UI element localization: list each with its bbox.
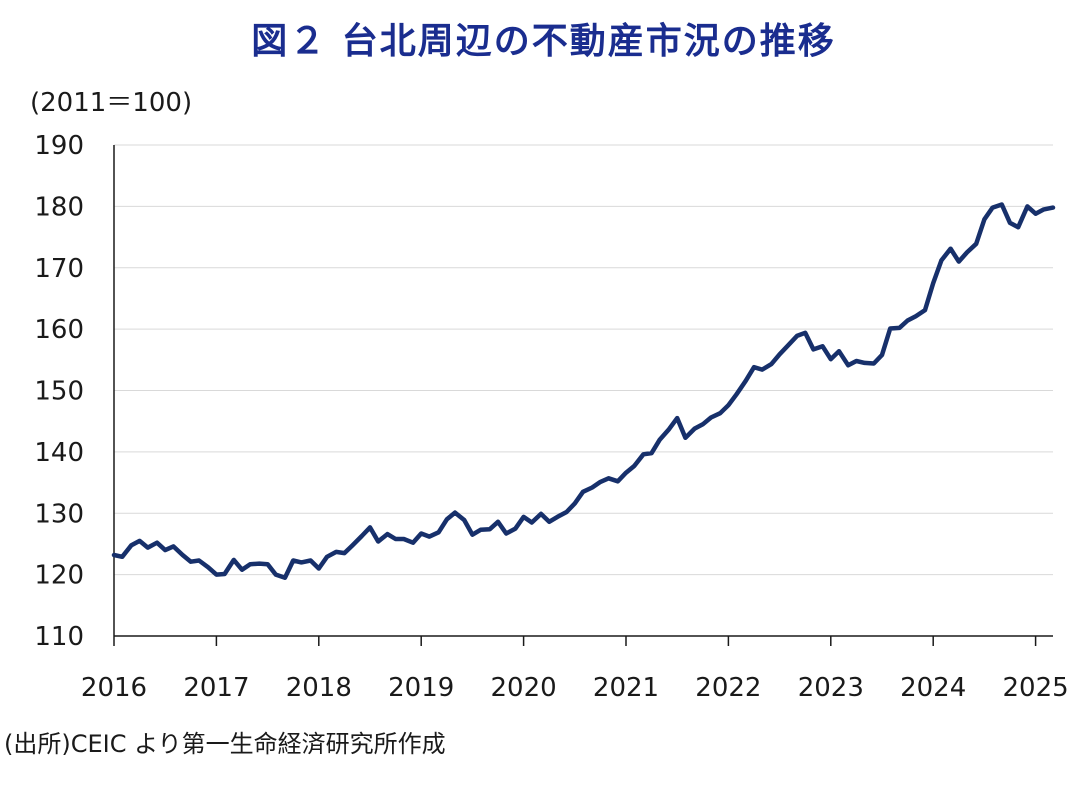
y-tick-label-150: 150 xyxy=(34,377,84,407)
y-tick-label-190: 190 xyxy=(34,131,84,161)
series-line-0 xyxy=(111,202,1056,580)
x-tick-label-2020: 2020 xyxy=(491,673,557,703)
x-tick-label-2016: 2016 xyxy=(81,673,147,703)
x-tick-label-2018: 2018 xyxy=(286,673,352,703)
x-tick-label-2023: 2023 xyxy=(798,673,864,703)
x-tick-label-2022: 2022 xyxy=(695,673,761,703)
x-tick-label-2025: 2025 xyxy=(1003,673,1069,703)
series-group xyxy=(111,202,1056,580)
y-tick-label-180: 180 xyxy=(34,192,84,222)
y-tick-labels: 110 120 130 140 150 160 170 180 190 xyxy=(34,131,84,652)
chart-title: 図２ 台北周辺の不動産市況の推移 xyxy=(251,21,836,62)
x-tick-label-2024: 2024 xyxy=(900,673,966,703)
y-tick-label-140: 140 xyxy=(34,438,84,468)
y-tick-label-110: 110 xyxy=(34,622,84,652)
y-tick-label-130: 130 xyxy=(34,499,84,529)
source-note: (出所)CEIC より第一生命経済研究所作成 xyxy=(4,730,446,758)
x-tick-label-2017: 2017 xyxy=(183,673,249,703)
gridlines xyxy=(114,144,1053,576)
y-tick-label-160: 160 xyxy=(34,315,84,345)
x-tick-label-2021: 2021 xyxy=(593,673,659,703)
y-tick-label-120: 120 xyxy=(34,561,84,591)
x-tick-labels: 2016 2017 2018 2019 2020 2021 2022 2023 2024 2025 xyxy=(81,673,1069,703)
axes xyxy=(113,145,1053,646)
y-tick-label-170: 170 xyxy=(34,254,84,284)
x-tick-label-2019: 2019 xyxy=(388,673,454,703)
y-axis-unit-label: (2011＝100) xyxy=(30,88,193,118)
